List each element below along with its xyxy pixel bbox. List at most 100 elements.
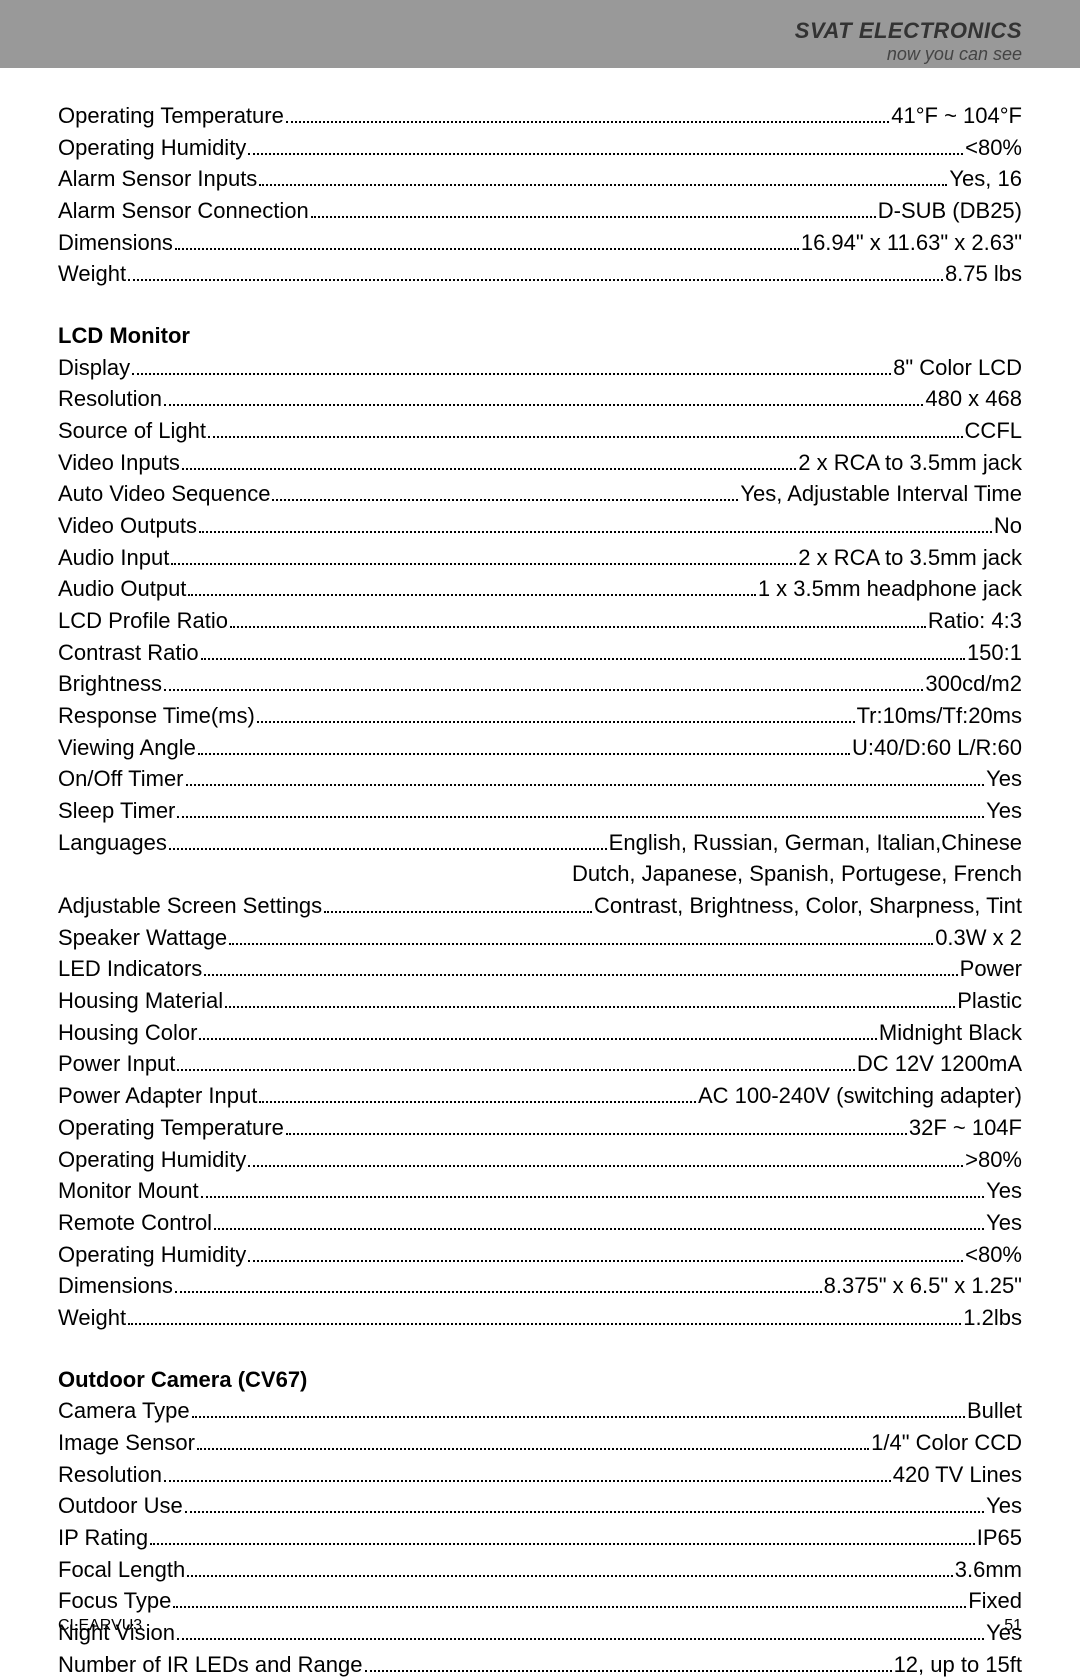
spec-label: Video Outputs xyxy=(58,510,197,542)
dot-leader xyxy=(199,513,992,533)
spec-label: Resolution xyxy=(58,383,162,415)
spec-value: 1 x 3.5mm headphone jack xyxy=(758,573,1022,605)
spec-row: Weight1.2lbs xyxy=(58,1302,1022,1334)
spec-row: Remote ControlYes xyxy=(58,1207,1022,1239)
spec-label: Operating Temperature xyxy=(58,100,284,132)
spec-label: Viewing Angle xyxy=(58,732,196,764)
spec-label: Audio Output xyxy=(58,573,186,605)
dot-leader xyxy=(175,230,799,250)
dot-leader xyxy=(199,1020,877,1040)
spec-label: Alarm Sensor Connection xyxy=(58,195,309,227)
dot-leader xyxy=(197,1430,869,1450)
spec-value: 41°F ~ 104°F xyxy=(891,100,1022,132)
spec-label: Operating Humidity xyxy=(58,1144,246,1176)
spec-value: U:40/D:60 L/R:60 xyxy=(852,732,1022,764)
spec-row: Housing ColorMidnight Black xyxy=(58,1017,1022,1049)
dot-leader xyxy=(201,640,965,660)
dot-leader xyxy=(182,450,796,470)
spec-label: Display xyxy=(58,352,130,384)
spec-row: Speaker Wattage0.3W x 2 xyxy=(58,922,1022,954)
spec-value: Bullet xyxy=(967,1395,1022,1427)
spec-value: 1.2lbs xyxy=(963,1302,1022,1334)
spec-value: 2 x RCA to 3.5mm jack xyxy=(798,447,1022,479)
spec-row: Adjustable Screen SettingsContrast, Brig… xyxy=(58,890,1022,922)
spec-row: Sleep TimerYes xyxy=(58,795,1022,827)
spec-row: Auto Video SequenceYes, Adjustable Inter… xyxy=(58,478,1022,510)
spec-row: Dimensions16.94" x 11.63" x 2.63" xyxy=(58,227,1022,259)
spec-value: 8.75 lbs xyxy=(945,258,1022,290)
spec-row: Contrast Ratio150:1 xyxy=(58,637,1022,669)
spec-row: Dimensions8.375" x 6.5" x 1.25" xyxy=(58,1270,1022,1302)
spec-row: Housing MaterialPlastic xyxy=(58,985,1022,1017)
spec-row: Operating Temperature 32F ~ 104F xyxy=(58,1112,1022,1144)
spec-label: Power Input xyxy=(58,1048,175,1080)
spec-row: Source of LightCCFL xyxy=(58,415,1022,447)
section-title: LCD Monitor xyxy=(58,320,1022,352)
spec-value: 0.3W x 2 xyxy=(935,922,1022,954)
dot-leader xyxy=(257,703,855,723)
spec-row: Power Input DC 12V 1200mA xyxy=(58,1048,1022,1080)
dot-leader xyxy=(132,355,891,375)
dot-leader xyxy=(324,893,592,913)
spec-label: Operating Temperature xyxy=(58,1112,284,1144)
spec-value: 150:1 xyxy=(967,637,1022,669)
dot-leader xyxy=(186,767,985,787)
spec-value: Yes xyxy=(986,1490,1022,1522)
spec-value: 1/4" Color CCD xyxy=(871,1427,1022,1459)
spec-label: LCD Profile Ratio xyxy=(58,605,228,637)
spec-label: Power Adapter Input xyxy=(58,1080,257,1112)
spec-value: Tr:10ms/Tf:20ms xyxy=(857,700,1022,732)
dot-leader xyxy=(204,957,957,977)
spec-label: On/Off Timer xyxy=(58,763,184,795)
spec-row: Audio Input2 x RCA to 3.5mm jack xyxy=(58,542,1022,574)
spec-label: Weight xyxy=(58,258,126,290)
spec-row: On/Off TimerYes xyxy=(58,763,1022,795)
spec-value: Yes xyxy=(986,1175,1022,1207)
spec-value: DC 12V 1200mA xyxy=(857,1048,1022,1080)
dot-leader xyxy=(177,798,984,818)
dot-leader xyxy=(230,608,926,628)
spec-value: 8.375" x 6.5" x 1.25" xyxy=(824,1270,1022,1302)
spec-value: 480 x 468 xyxy=(925,383,1022,415)
spec-value: Midnight Black xyxy=(879,1017,1022,1049)
footer-left: CLEARVU3 xyxy=(58,1617,142,1635)
spec-value: AC 100-240V (switching adapter) xyxy=(698,1080,1022,1112)
spec-row: Weight 8.75 lbs xyxy=(58,258,1022,290)
page-body: Operating Temperature41°F ~ 104°FOperati… xyxy=(0,68,1080,1680)
spec-value: 32F ~ 104F xyxy=(909,1112,1022,1144)
dot-leader xyxy=(272,482,738,502)
spec-label: Dimensions xyxy=(58,227,173,259)
spec-row: Resolution420 TV Lines xyxy=(58,1459,1022,1491)
section-title: Outdoor Camera (CV67) xyxy=(58,1364,1022,1396)
dot-leader xyxy=(208,418,963,438)
spec-value: 8" Color LCD xyxy=(893,352,1022,384)
spec-row: Resolution 480 x 468 xyxy=(58,383,1022,415)
spec-value: Ratio: 4:3 xyxy=(928,605,1022,637)
spec-row: Image Sensor1/4" Color CCD xyxy=(58,1427,1022,1459)
spec-row: Display 8" Color LCD xyxy=(58,352,1022,384)
spec-row: Operating Humidity>80% xyxy=(58,1144,1022,1176)
spec-label: Adjustable Screen Settings xyxy=(58,890,322,922)
dot-leader xyxy=(164,387,923,407)
dot-leader xyxy=(169,830,607,850)
spec-label: Outdoor Use xyxy=(58,1490,183,1522)
spec-row: Alarm Sensor InputsYes, 16 xyxy=(58,163,1022,195)
spec-label: Resolution xyxy=(58,1459,162,1491)
spec-row: LED IndicatorsPower xyxy=(58,953,1022,985)
spec-row: Power Adapter Input AC 100-240V (switchin… xyxy=(58,1080,1022,1112)
dot-leader xyxy=(259,1083,696,1103)
dot-leader xyxy=(164,672,923,692)
dot-leader xyxy=(164,1462,891,1482)
spec-label: Brightness xyxy=(58,668,162,700)
dot-leader xyxy=(225,988,955,1008)
spec-value: 300cd/m2 xyxy=(925,668,1022,700)
spec-label: LED Indicators xyxy=(58,953,202,985)
dot-leader xyxy=(128,262,943,282)
spec-row: Response Time(ms)Tr:10ms/Tf:20ms xyxy=(58,700,1022,732)
spec-value: <80% xyxy=(965,1239,1022,1271)
spec-label: Alarm Sensor Inputs xyxy=(58,163,257,195)
spec-value: D-SUB (DB25) xyxy=(878,195,1022,227)
spec-label: Remote Control xyxy=(58,1207,212,1239)
spec-row: Operating Temperature 41°F ~ 104°F xyxy=(58,100,1022,132)
spec-label: Languages xyxy=(58,827,167,859)
